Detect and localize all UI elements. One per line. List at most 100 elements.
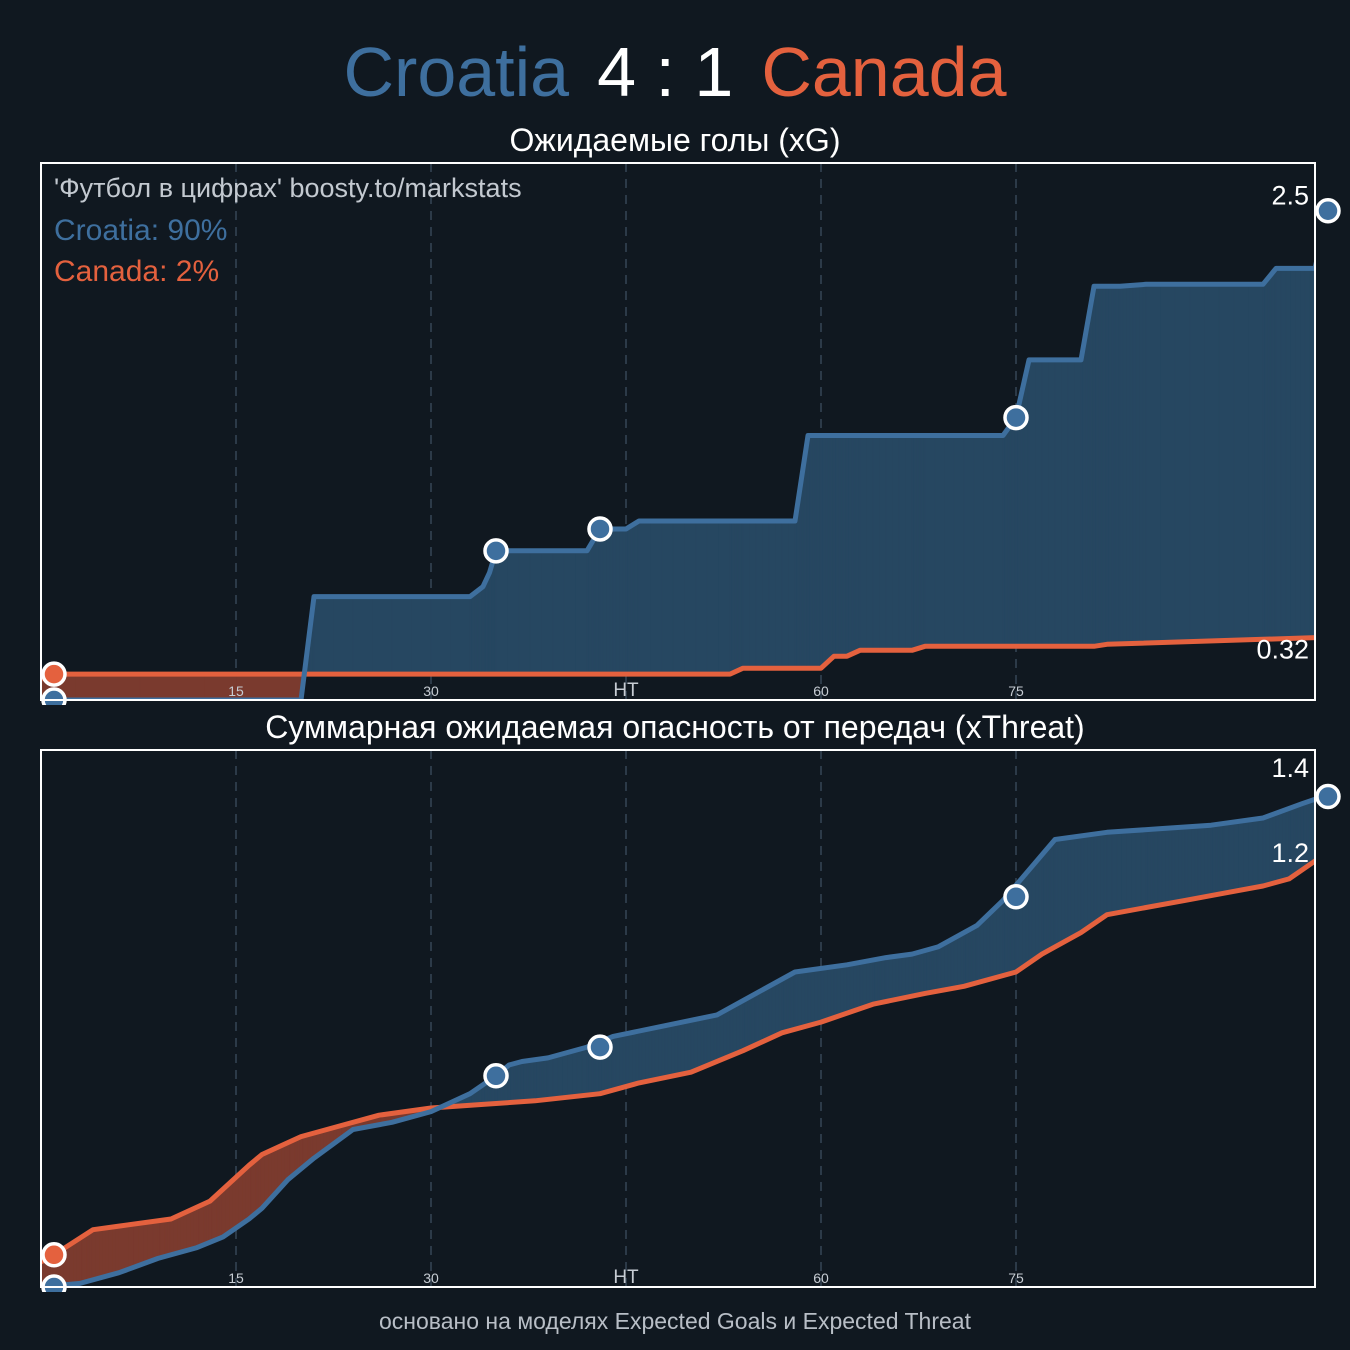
x-tick-label: 30	[423, 683, 439, 699]
fill-segment	[30, 1267, 32, 1287]
fill-segment	[268, 1149, 273, 1202]
fill-segment	[723, 1009, 728, 1060]
fill-segment	[1326, 211, 1328, 638]
fill-segment	[1233, 284, 1249, 641]
fill-segment	[674, 1022, 679, 1076]
home-goal-marker	[1003, 884, 1029, 910]
xthreat-chart: 15 30 HT 60 75 1.4 1.2	[30, 749, 1341, 1292]
fill-segment	[123, 1224, 130, 1272]
fill-segment	[1265, 815, 1270, 886]
fill-segment	[1080, 835, 1085, 934]
home-goal-marker	[1315, 197, 1341, 224]
fill-segment	[823, 967, 828, 1022]
fill-segment	[1204, 825, 1209, 898]
fill-segment	[820, 967, 825, 1023]
fill-segment	[563, 550, 576, 675]
home-goal-marker	[1003, 404, 1029, 431]
fill-segment	[729, 1005, 734, 1057]
fill-segment	[1142, 283, 1147, 644]
fill-segment	[716, 1012, 721, 1062]
fill-segment	[391, 596, 412, 675]
fill-segment	[118, 1225, 125, 1274]
fill-segment	[661, 1025, 666, 1079]
fill-segment	[638, 1029, 643, 1084]
fill-segment	[1074, 836, 1079, 937]
fill-segment	[755, 991, 760, 1046]
fill-segment	[944, 941, 949, 991]
fill-segment	[749, 520, 757, 669]
fill-segment	[1325, 218, 1327, 637]
fill-segment	[186, 1209, 191, 1251]
fill-segment	[139, 673, 173, 700]
fill-segment	[622, 1033, 627, 1088]
fill-segment	[1328, 211, 1331, 637]
fill-segment	[1300, 268, 1306, 639]
x-tick-label: 60	[813, 683, 829, 699]
away-series-line	[41, 635, 1315, 684]
plot-area	[30, 211, 1331, 700]
x-tick-label: HT	[613, 1267, 639, 1288]
fill-segment	[99, 1228, 104, 1279]
fill-segment	[672, 520, 685, 675]
fill-segment	[1304, 268, 1311, 639]
fill-segment	[1207, 824, 1212, 897]
fill-segment	[664, 1024, 669, 1078]
fill-segment	[1106, 831, 1113, 916]
fill-segment	[274, 1146, 279, 1195]
fill-segment	[1064, 837, 1069, 943]
fill-segment	[1165, 827, 1170, 905]
fill-segment	[1189, 284, 1205, 642]
fill-segment	[895, 955, 900, 1000]
fill-segment	[648, 1027, 653, 1082]
home-series-line	[41, 796, 1315, 1287]
fill-segment	[333, 596, 354, 675]
fill-segment	[35, 1265, 37, 1287]
fill-segment	[606, 528, 611, 675]
x-tick-label: 15	[228, 1270, 244, 1286]
fill-segment	[1323, 225, 1325, 637]
fill-segment	[986, 912, 991, 981]
fill-segment	[742, 520, 750, 669]
fill-segment	[180, 1212, 185, 1253]
fill-segment	[581, 1046, 588, 1096]
fill-segment	[612, 528, 617, 675]
fill-segment	[713, 1014, 718, 1064]
fill-segment	[794, 971, 799, 1030]
fill-segment	[836, 965, 841, 1017]
fill-segment	[843, 964, 848, 1015]
fill-segment	[1067, 359, 1075, 647]
fill-segment	[1280, 268, 1287, 640]
fill-segment	[173, 1215, 178, 1255]
fill-segment	[66, 1243, 71, 1285]
fill-segment	[1129, 284, 1134, 644]
fill-segment	[755, 520, 763, 669]
fill-segment	[690, 1019, 695, 1073]
fill-segment	[567, 1050, 573, 1098]
fill-segment	[30, 695, 32, 700]
x-tick-label: 60	[813, 1270, 829, 1286]
fill-segment	[983, 915, 988, 982]
fill-segment	[765, 985, 770, 1041]
fill-segment	[771, 982, 776, 1038]
fill-segment	[650, 520, 663, 675]
fill-segment	[619, 528, 624, 675]
fill-segment	[615, 528, 620, 675]
fill-segment	[128, 1223, 134, 1270]
fill-segment	[1160, 284, 1176, 643]
fill-segment	[38, 1263, 40, 1287]
fill-segment	[885, 435, 893, 651]
fill-segment	[33, 1266, 35, 1287]
x-tick-label: 75	[1008, 1270, 1024, 1286]
fill-segment	[177, 1214, 182, 1254]
fill-segment	[1187, 826, 1192, 901]
fill-segment	[1178, 826, 1183, 902]
fill-segment	[430, 596, 451, 675]
fill-segment	[901, 954, 906, 999]
fill-segment	[693, 1018, 698, 1072]
fill-segment	[814, 968, 819, 1025]
fill-segment	[695, 520, 708, 675]
fill-segment	[1174, 284, 1191, 643]
fill-segment	[1275, 268, 1282, 640]
fill-segment	[840, 964, 845, 1016]
fill-segment	[1191, 825, 1196, 900]
